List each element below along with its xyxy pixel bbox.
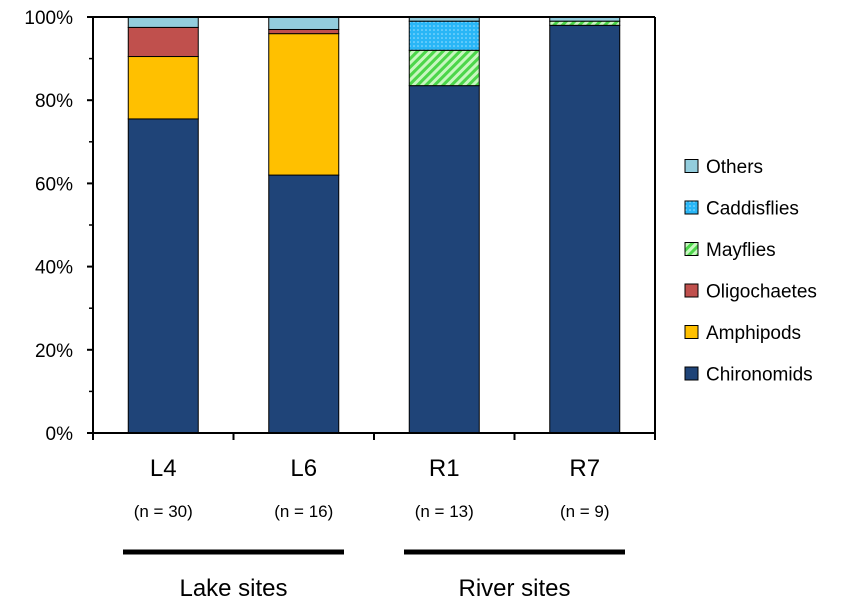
axes: 0% 20% 40% 60% 80% 100%	[24, 8, 656, 445]
legend-item-others: Others	[684, 157, 763, 178]
legend-swatch	[684, 242, 699, 256]
legend-label: Caddisflies	[706, 199, 799, 220]
legend-item-oligochaetes: Oligochaetes	[684, 282, 817, 303]
legend-label: Amphipods	[706, 323, 801, 344]
legend-item-mayflies: Mayflies	[684, 240, 776, 261]
legend-swatch	[684, 200, 699, 215]
legend-label: Chironomids	[706, 365, 813, 386]
category-sample-size: (n = 9)	[560, 502, 610, 521]
y-tick-label: 0%	[46, 424, 74, 445]
bar-segment-r7-mayflies	[549, 20, 621, 26]
legend-swatch	[684, 325, 699, 339]
legend: Others Caddisflies Mayflies Oligochaetes Amp…	[684, 157, 817, 386]
site-groups: Lake sites River sites	[123, 549, 625, 602]
bar-segment-l6-amphipods	[268, 33, 340, 176]
bar-segment-l4-others	[127, 16, 199, 28]
y-tick-label: 40%	[35, 258, 73, 279]
legend-swatch	[684, 366, 699, 381]
bar-segment-l4-amphipods	[127, 56, 199, 120]
category-sample-size: (n = 13)	[415, 502, 474, 521]
legend-swatch	[684, 159, 699, 173]
legend-item-amphipods: Amphipods	[684, 323, 801, 344]
category-label: L6	[290, 455, 317, 482]
category-sample-size: (n = 16)	[274, 502, 333, 521]
plot-area	[127, 16, 621, 434]
legend-item-caddisflies: Caddisflies	[684, 199, 799, 220]
y-tick-label: 60%	[35, 174, 73, 195]
bar-segment-l4-chironomids	[127, 118, 199, 434]
bar-segment-l6-others	[268, 16, 340, 30]
bar-segment-l4-oligochaetes	[127, 26, 199, 58]
category-sample-size: (n = 30)	[134, 502, 193, 521]
category-label: L4	[150, 455, 177, 482]
bar-segment-r1-caddisflies	[408, 20, 480, 51]
bar-segment-r7-chironomids	[549, 24, 621, 434]
y-tick-label: 100%	[24, 8, 73, 29]
group-label: Lake sites	[179, 575, 287, 602]
y-tick-label: 20%	[35, 341, 73, 362]
legend-label: Mayflies	[706, 240, 776, 261]
x-axis-labels: L4 (n = 30) L6 (n = 16) R1 (n = 13) R7 (n = 9)	[134, 455, 610, 521]
legend-label: Oligochaetes	[706, 282, 817, 303]
category-label: R1	[429, 455, 460, 482]
y-tick-label: 80%	[35, 91, 73, 112]
bar-segment-r1-mayflies	[408, 49, 480, 87]
legend-item-chironomids: Chironomids	[684, 365, 813, 386]
category-label: R7	[569, 455, 600, 482]
bar-segment-l6-oligochaetes	[268, 28, 340, 35]
legend-label: Others	[706, 157, 763, 178]
legend-swatch	[684, 283, 699, 298]
group-label: River sites	[458, 575, 570, 602]
bar-segment-r1-chironomids	[408, 85, 480, 434]
bar-segment-l6-chironomids	[268, 174, 340, 434]
